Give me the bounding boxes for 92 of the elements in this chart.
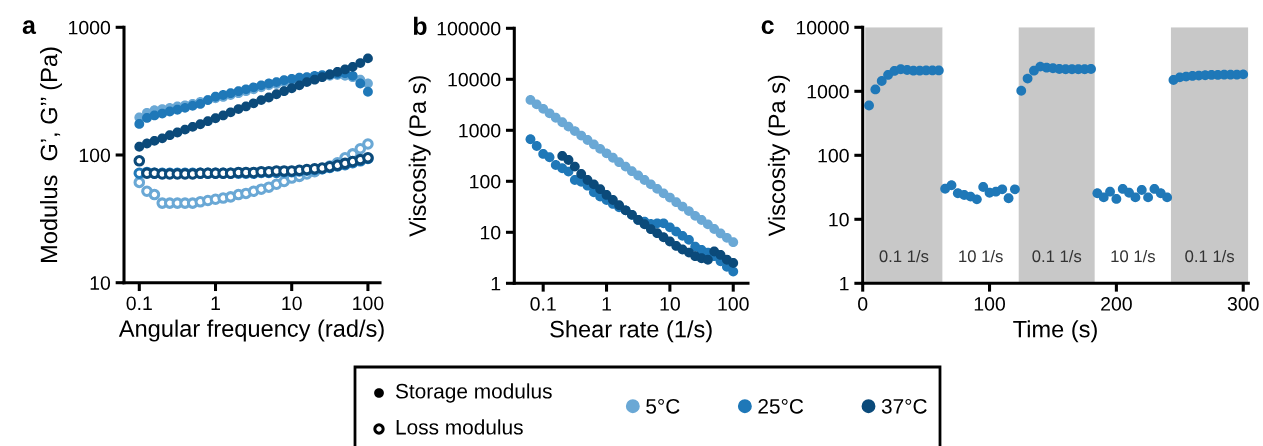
x-tick-label: 10 [282,296,302,311]
y-axis-title: Viscosity (Pa s) [767,75,790,237]
y-tick-label: 1 [491,276,501,291]
x-tick-label: 0.1 [126,296,152,311]
point [148,188,161,201]
point [157,133,168,144]
point [363,86,373,97]
legend-label: 25°C [758,398,804,414]
point [728,266,739,277]
y-tick-label: 100 [79,148,111,163]
y-axis-title: Viscosity (Pa s) [408,76,431,237]
point [1130,192,1141,203]
y-tick-label: 1000 [459,123,501,138]
point [355,78,366,89]
y-tick-label: 100000 [437,21,501,36]
y-axis-title: Modulus G’, G’’ (Pa) [39,47,62,262]
point [354,142,367,155]
point [1003,193,1014,204]
point [301,77,312,88]
y-tick-label: 10 [480,225,501,240]
point [978,182,989,192]
y-tick-label: 10000 [796,20,849,35]
legend-label: 5°C [646,398,680,414]
x-tick-label: 100 [974,297,1005,311]
point [684,206,694,217]
point [997,184,1008,195]
point [728,237,739,248]
y-tick-label: 1 [840,276,849,291]
x-tick-label: 10 [660,297,680,311]
chart-title: a [22,20,37,35]
point [1143,192,1153,203]
point [525,134,536,145]
point [1105,186,1115,197]
point [134,119,145,129]
point [1124,187,1134,198]
point [241,101,251,112]
band-label: 0.1 1/s [879,249,929,263]
point [363,53,373,64]
x-tick-label: 1 [211,296,220,310]
point [1111,194,1122,204]
x-tick-label: 100 [718,297,749,311]
x-tick-label: 1 [602,297,611,311]
point [279,86,289,97]
point [133,155,146,167]
x-axis-title: Time (s) [1013,320,1097,343]
point [195,119,206,130]
y-tick-label: 10000 [448,72,501,87]
band-label: 10 1/s [959,249,1003,263]
x-axis-title: Angular frequency (rad/s) [118,319,384,342]
point [355,58,366,68]
point [684,234,694,245]
y-tick-label: 1000 [69,20,111,35]
point [1016,85,1027,96]
point [946,180,957,191]
x-axis-title: Shear rate (1/s) [550,320,712,343]
point [870,84,881,95]
point [347,61,358,72]
point [971,194,982,205]
y-tick-label: 10 [829,212,849,227]
x-tick-label: 100 [353,296,384,311]
chart-title: c [761,20,774,35]
band-label: 10 1/s [1111,249,1155,263]
point [1086,64,1096,74]
point [864,100,874,111]
y-tick-label: 10 [90,276,111,290]
point [225,107,236,118]
point [362,138,374,150]
point [1010,184,1020,195]
band-label: 0.1 1/s [1185,249,1235,263]
text: Storage modulus [395,383,552,403]
point [544,152,555,163]
legend-label: 37°C [881,398,927,414]
point [709,224,720,234]
y-tick-label: 1000 [807,84,849,99]
point [149,135,160,146]
text: Loss modulus [396,419,523,435]
x-tick-label: 0.1 [530,297,556,311]
band-label: 0.1 1/s [1032,249,1082,263]
point [1022,73,1033,84]
point [142,113,152,123]
chart-title: b [413,16,427,36]
x-tick-label: 300 [1227,297,1259,311]
y-tick-label: 100 [818,148,849,163]
x-tick-label: 0 [858,297,868,311]
point [263,92,274,103]
point [876,76,887,86]
point [531,141,542,151]
y-tick-label: 100 [470,174,501,189]
x-tick-label: 200 [1101,297,1132,311]
point [1162,192,1173,203]
point [218,110,229,121]
point [1136,185,1147,195]
